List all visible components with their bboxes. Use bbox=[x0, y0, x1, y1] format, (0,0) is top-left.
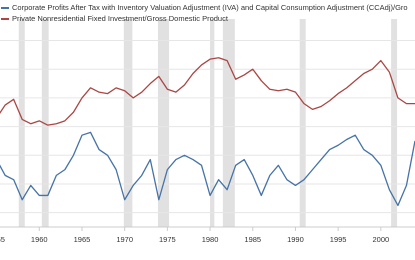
recession-band bbox=[391, 19, 398, 227]
x-tick-label: 1955 bbox=[0, 235, 5, 244]
x-tick-label: 1975 bbox=[159, 235, 176, 244]
recession-band bbox=[210, 19, 215, 227]
series-line bbox=[0, 57, 415, 126]
x-tick-label: 1970 bbox=[116, 235, 133, 244]
recession-band bbox=[222, 19, 235, 227]
x-tick-label: 1990 bbox=[287, 235, 304, 244]
recession-band bbox=[299, 19, 306, 227]
x-tick-label: 1960 bbox=[31, 235, 48, 244]
recession-band bbox=[18, 19, 25, 227]
recession-band bbox=[123, 19, 133, 227]
legend-label: Corporate Profits After Tax with Invento… bbox=[12, 3, 408, 12]
recession-band bbox=[157, 19, 170, 227]
x-tick-label: 1995 bbox=[330, 235, 347, 244]
x-tick-label: 2000 bbox=[372, 235, 389, 244]
x-tick-label: 1985 bbox=[244, 235, 261, 244]
series-line bbox=[0, 131, 415, 207]
recession-band bbox=[41, 19, 49, 227]
x-tick-label: 1980 bbox=[202, 235, 219, 244]
x-tick-label: 1965 bbox=[74, 235, 91, 244]
legend-label: Private Nonresidential Fixed Investment/… bbox=[12, 14, 229, 23]
